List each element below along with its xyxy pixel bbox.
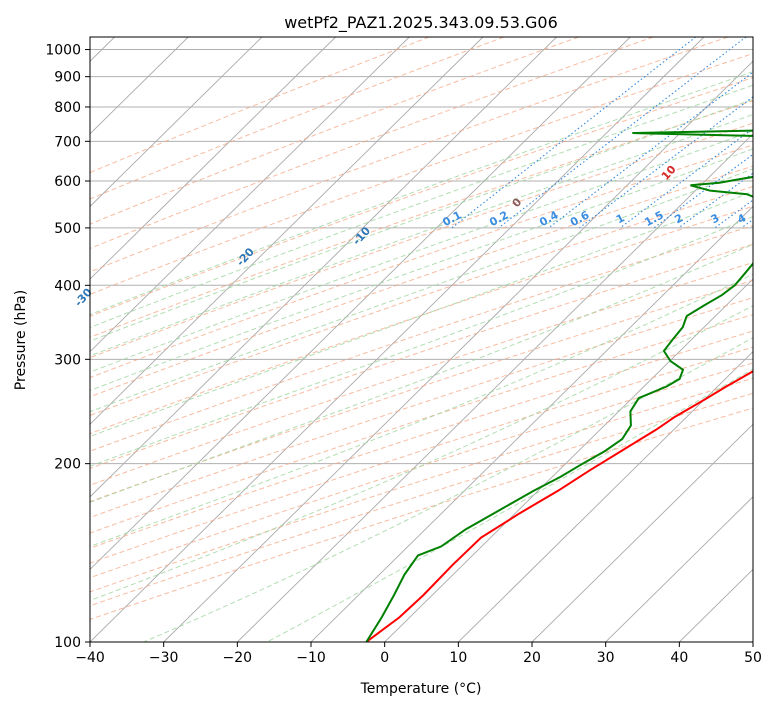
isotherm-line — [163, 60, 753, 642]
dry-adiabat-line — [90, 225, 753, 452]
dry-adiabat-line — [90, 37, 579, 225]
moist-adiabat-line — [90, 168, 753, 413]
moist-adiabat-line — [90, 190, 753, 438]
y-tick-label: 1000 — [45, 43, 81, 59]
mixing-ratio-line — [579, 96, 753, 229]
isotherm-line — [90, 37, 705, 642]
y-tick-label: 300 — [54, 352, 81, 368]
isotherm-line — [237, 133, 753, 642]
moist-adiabat-line — [90, 215, 753, 467]
x-axis-title: Temperature (°C) — [360, 681, 482, 697]
plot-frame — [89, 36, 754, 643]
chart-title: wetPf2_PAZ1.2025.343.09.53.G06 — [284, 13, 558, 33]
moist-adiabat-line — [90, 305, 753, 602]
y-tick-label: 100 — [54, 635, 81, 651]
y-tick-label: 500 — [54, 221, 81, 237]
dry-adiabat-line — [90, 262, 753, 486]
x-tick-label: 50 — [744, 650, 762, 666]
x-tick-label: −10 — [296, 650, 326, 666]
temperature-profile-line — [365, 370, 753, 642]
moist-adiabat-line — [90, 148, 753, 392]
mixing-ratio-line — [619, 127, 753, 229]
dry-adiabat-line — [90, 205, 753, 435]
x-tick-label: 10 — [449, 650, 467, 666]
y-tick-label: 800 — [54, 100, 81, 116]
mixing-ratio-line — [653, 153, 753, 229]
x-tick-label: −20 — [223, 650, 253, 666]
x-tick-label: 0 — [380, 650, 389, 666]
isotherm-line — [458, 350, 753, 642]
x-tick-label: −30 — [149, 650, 179, 666]
isotherm-line — [605, 496, 753, 642]
y-tick-label: 400 — [54, 278, 81, 294]
dry-adiabat-line — [90, 122, 753, 359]
y-tick-label: 900 — [54, 70, 81, 86]
isotherm-line — [531, 423, 753, 642]
y-tick-label: 200 — [54, 457, 81, 473]
dry-adiabat-line — [90, 37, 430, 174]
axis-layer: −40 −30 −20 −10 0 10 20 30 40 50 1000 900 800 700 600 5… — [45, 43, 762, 666]
moist-adiabat-line — [266, 368, 753, 642]
y-axis-title: Pressure (hPa) — [13, 290, 29, 390]
x-tick-label: 30 — [597, 650, 615, 666]
x-tick-label: −40 — [75, 650, 105, 666]
isotherm-line — [90, 37, 336, 280]
dry-adiabat-line — [90, 362, 753, 579]
moist-adiabat-line — [143, 337, 753, 642]
mixing-ratio-line — [498, 37, 747, 229]
grid-layer — [90, 37, 753, 642]
dry-adiabat-line — [90, 346, 753, 564]
moist-adiabat-line — [90, 273, 753, 548]
data-layer — [365, 129, 753, 642]
moist-adiabat-line — [90, 98, 753, 342]
dry-adiabat-line — [90, 297, 753, 519]
y-tick-label: 600 — [54, 174, 81, 190]
dry-adiabat-line — [90, 330, 753, 549]
moist-adiabat-line — [90, 113, 753, 357]
isotherm-line — [90, 37, 631, 571]
moist-adiabat-line — [90, 243, 753, 503]
isotherm-line — [384, 278, 753, 642]
dewpoint-profile-line — [365, 129, 753, 642]
x-tick-label: 20 — [523, 650, 541, 666]
x-tick-label: 40 — [670, 650, 688, 666]
isotherm-line — [90, 37, 263, 208]
dry-adiabat-line — [90, 37, 505, 200]
dry-adiabat-line — [90, 37, 654, 249]
dry-adiabat-line — [90, 185, 753, 416]
moist-adiabat-line — [90, 130, 753, 373]
isotherm-line — [90, 37, 557, 498]
y-tick-label: 700 — [54, 134, 81, 150]
dry-adiabat-line — [90, 165, 753, 398]
